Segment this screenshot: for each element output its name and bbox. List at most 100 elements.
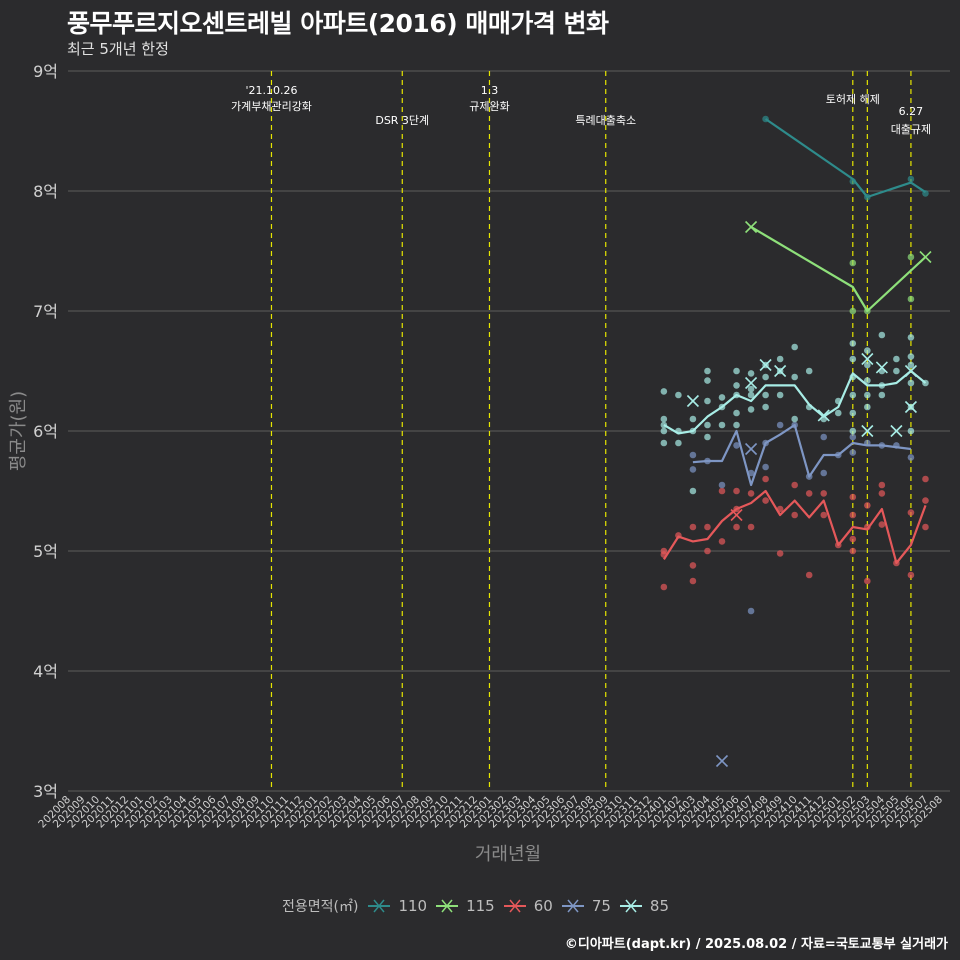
cross-stroke <box>759 358 772 372</box>
data-point <box>907 509 915 516</box>
data-point <box>907 253 915 261</box>
data-point <box>733 409 740 417</box>
legend-item-115: 115 <box>436 897 495 915</box>
data-point <box>704 433 711 441</box>
cross-stroke <box>861 352 874 366</box>
y-tick-label: 9억 <box>33 62 58 81</box>
data-point <box>849 409 857 417</box>
y-tick-label: 6억 <box>33 422 58 441</box>
data-point <box>704 421 711 429</box>
cross-marker <box>759 358 772 372</box>
data-point <box>907 334 915 341</box>
data-point <box>704 397 711 405</box>
legend-label-115: 115 <box>466 897 495 915</box>
y-tick-label: 4억 <box>33 662 58 681</box>
data-point <box>747 607 755 615</box>
data-point <box>675 439 682 447</box>
legend-label-60: 60 <box>533 897 553 915</box>
data-point <box>878 391 886 399</box>
data-point <box>791 511 798 519</box>
data-point <box>893 367 900 375</box>
data-point <box>776 550 784 557</box>
data-point <box>907 379 915 387</box>
cross-marker <box>774 364 787 378</box>
data-point <box>733 442 740 449</box>
legend: 전용면적(㎡) 110 115 60 75 85 <box>0 896 960 916</box>
legend-key-110-icon <box>368 899 391 913</box>
data-point <box>849 340 857 347</box>
data-point <box>747 385 755 393</box>
data-point <box>849 493 857 501</box>
cross-marker <box>904 400 917 414</box>
legend-key-115-icon <box>436 899 459 913</box>
data-point <box>864 577 871 585</box>
cross-stroke <box>774 364 787 378</box>
cross-stroke <box>730 508 743 522</box>
data-point <box>718 481 726 489</box>
data-point <box>922 523 929 531</box>
source-caption: ©디아파트(dapt.kr) / 2025.08.02 / 자료=국토교통부 실… <box>564 937 948 952</box>
data-point <box>849 391 857 399</box>
data-point <box>762 497 769 504</box>
series-line <box>764 118 927 199</box>
data-point <box>718 394 726 401</box>
cross-stroke <box>904 400 917 414</box>
annotation-date: 1.3 <box>481 84 499 97</box>
series-line <box>662 489 927 565</box>
data-point <box>820 490 828 497</box>
data-point <box>805 490 813 497</box>
cross-marker <box>904 364 917 378</box>
data-point <box>660 388 668 395</box>
data-point <box>849 535 857 543</box>
data-point <box>747 370 755 377</box>
cross-stroke <box>919 250 932 264</box>
data-point <box>776 421 784 429</box>
legend-item-110: 110 <box>368 897 427 915</box>
data-point <box>776 355 784 363</box>
data-point <box>849 355 857 363</box>
data-point <box>907 571 915 579</box>
data-point <box>733 487 740 495</box>
cross-marker <box>861 424 874 438</box>
data-point <box>704 547 711 555</box>
data-point <box>660 583 668 591</box>
data-point <box>878 521 886 528</box>
data-point <box>660 427 668 435</box>
data-point <box>878 490 886 497</box>
data-point <box>907 295 915 303</box>
data-point <box>849 307 857 315</box>
series-line <box>692 423 912 487</box>
series-75 <box>689 421 915 768</box>
data-point <box>820 469 828 477</box>
data-point <box>762 391 769 399</box>
cross-stroke <box>715 754 729 768</box>
cross-stroke <box>817 409 830 422</box>
cross-marker <box>890 424 903 438</box>
data-point <box>718 487 726 495</box>
cross-marker <box>730 508 743 522</box>
data-point <box>718 421 726 429</box>
data-point <box>689 487 697 495</box>
legend-title: 전용면적(㎡) <box>281 899 359 915</box>
data-point <box>849 427 857 435</box>
data-point <box>849 547 857 555</box>
data-point <box>733 367 740 375</box>
data-point <box>689 562 697 569</box>
data-point <box>747 406 755 413</box>
data-point <box>864 347 871 354</box>
x-axis-title: 거래년월 <box>475 844 541 865</box>
data-point <box>660 439 668 447</box>
data-point <box>747 490 755 497</box>
cross-stroke <box>745 376 758 390</box>
data-point <box>747 391 755 399</box>
data-point <box>762 475 769 483</box>
data-point <box>864 377 871 384</box>
data-point <box>805 571 813 579</box>
legend-item-85: 85 <box>619 897 669 915</box>
cross-marker <box>745 220 758 234</box>
data-point <box>660 415 668 423</box>
data-point <box>878 481 886 489</box>
y-axis-title: 평균가(원) <box>8 391 29 471</box>
data-point <box>718 538 726 545</box>
legend-item-60: 60 <box>503 897 553 915</box>
